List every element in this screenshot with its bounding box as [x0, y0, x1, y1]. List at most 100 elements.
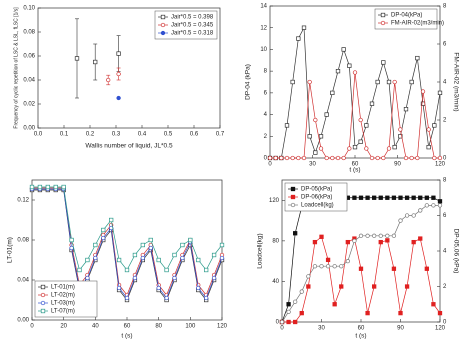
y-axis-label: DP-04 (kPa)	[245, 64, 252, 100]
marker	[432, 155, 437, 161]
y-tick-label: 0.00	[23, 126, 35, 132]
marker	[330, 90, 335, 96]
legend-marker	[40, 308, 46, 314]
marker	[188, 237, 193, 243]
marker	[312, 239, 318, 245]
marker	[132, 275, 138, 281]
marker	[330, 155, 335, 161]
marker	[293, 231, 298, 236]
marker	[211, 275, 217, 281]
marker	[325, 257, 331, 263]
x-tick-label: 30	[309, 162, 316, 168]
marker	[279, 319, 285, 325]
legend-marker	[290, 194, 296, 200]
marker	[398, 310, 403, 316]
marker	[347, 146, 352, 151]
marker	[318, 134, 324, 139]
marker	[378, 239, 383, 245]
marker	[358, 233, 364, 238]
marker	[299, 310, 304, 316]
y-tick-label: 8	[264, 69, 268, 75]
y-tick-label: 4	[264, 112, 268, 118]
legend-marker	[160, 22, 166, 28]
marker	[148, 245, 153, 251]
marker	[219, 242, 225, 248]
marker	[426, 144, 431, 150]
marker	[279, 155, 284, 161]
legend-marker	[40, 284, 46, 290]
marker	[415, 55, 420, 61]
marker	[392, 144, 397, 150]
legend-marker	[380, 20, 386, 26]
y2-tick-label: 2	[443, 284, 447, 290]
marker	[332, 264, 337, 269]
marker	[420, 89, 426, 94]
y2-tick-label: 8	[443, 178, 447, 184]
marker	[431, 203, 436, 208]
marker	[352, 70, 358, 75]
series-line	[281, 195, 441, 323]
legend-label: DP-04(kPa)	[391, 13, 422, 19]
legend-label: Jair*0.5 = 0.318	[171, 31, 214, 37]
marker	[418, 208, 423, 213]
y2-axis-label: DP-05,06 (kPa)	[452, 229, 459, 274]
marker	[204, 267, 209, 273]
marker	[372, 284, 377, 289]
marker	[409, 79, 414, 85]
marker	[381, 155, 386, 161]
marker	[273, 155, 278, 161]
marker	[432, 123, 437, 128]
legend-marker	[160, 14, 166, 20]
y2-axis-label: FM-AIR-02 (m3/min)	[452, 52, 459, 111]
marker	[324, 155, 329, 161]
marker	[109, 217, 114, 223]
marker	[411, 239, 416, 245]
marker	[365, 233, 370, 238]
marker	[345, 239, 350, 245]
x-tick-label: 0	[268, 162, 272, 168]
x-tick-label: 120	[435, 162, 446, 168]
y-tick-label: 0.08	[23, 30, 35, 36]
marker	[106, 77, 111, 83]
marker	[307, 79, 312, 85]
legend-label: LT-03(m)	[51, 301, 75, 307]
y-tick-label: 0.06	[23, 54, 35, 60]
x-tick-label: 30	[318, 326, 325, 332]
y-tick-label: 80	[272, 238, 279, 244]
marker	[364, 146, 369, 151]
marker	[398, 195, 403, 200]
x-tick-label: 0.1	[60, 132, 69, 138]
plot-frame	[37, 7, 221, 129]
marker	[341, 155, 346, 161]
legend-label: LT-02(m)	[51, 293, 75, 299]
legend-label: FM-AIR-02(m3/min)	[391, 21, 444, 27]
legend-marker	[290, 186, 296, 192]
marker	[332, 302, 337, 307]
marker	[180, 255, 185, 261]
marker	[196, 285, 201, 291]
marker	[403, 155, 409, 161]
marker	[358, 117, 363, 123]
marker	[101, 227, 106, 233]
marker	[345, 258, 350, 264]
marker	[148, 237, 153, 243]
y2-tick-label: 4	[443, 80, 447, 86]
marker	[335, 155, 341, 161]
marker	[437, 155, 443, 161]
marker	[386, 79, 392, 85]
marker	[313, 117, 318, 123]
marker	[398, 127, 403, 132]
marker	[404, 213, 410, 218]
y-tick-label: 0.04	[17, 278, 29, 284]
y-tick-label: 0.12	[17, 198, 29, 204]
legend-marker	[40, 292, 46, 298]
x-tick-label: 0.6	[190, 132, 199, 138]
marker	[365, 310, 370, 316]
y2-tick-label: 2	[443, 118, 447, 124]
x-tick-label: 120	[435, 326, 446, 332]
marker	[156, 257, 161, 263]
marker	[437, 310, 443, 316]
marker	[372, 233, 377, 238]
marker	[132, 252, 138, 258]
y2-tick-label: 0	[443, 320, 447, 326]
